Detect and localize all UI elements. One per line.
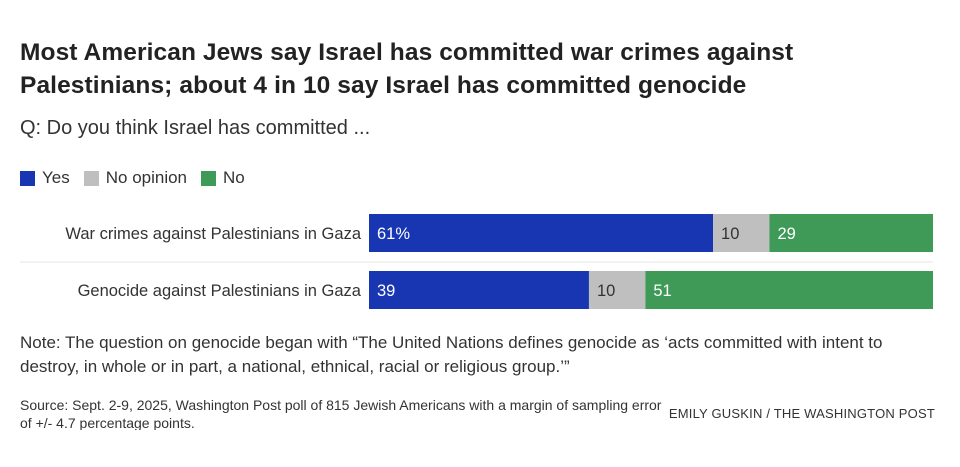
data-label-no-genocide-against-palestinians-in-gaza: 51	[653, 282, 671, 300]
legend-item-yes: Yes	[20, 168, 70, 188]
chart-title: Most American Jews say Israel has commit…	[20, 39, 794, 99]
data-label-no-opinion-war-crimes-against-palestinians-in-gaza: 10	[721, 225, 739, 243]
legend-swatch-no-opinion	[83, 170, 99, 186]
legend-swatch-yes	[20, 170, 35, 186]
chart-subtitle: Q: Do you think Israel has committed ...	[20, 117, 371, 139]
data-label-no-war-crimes-against-palestinians-in-gaza: 29	[777, 225, 795, 243]
data-label-yes-genocide-against-palestinians-in-gaza: 39	[377, 282, 395, 300]
chart-source: Source: Sept. 2-9, 2025, Washington Post…	[20, 397, 662, 430]
legend-item-no-opinion: No opinion	[83, 168, 188, 188]
chart-credit: EMILY GUSKIN / THE WASHINGTON POST	[668, 406, 935, 421]
chart-note: Note: The question on genocide began wit…	[20, 333, 883, 376]
category-label-genocide-against-palestinians-in-gaza: Genocide against Palestinians in Gaza	[78, 282, 362, 300]
legend-label-yes: Yes	[42, 168, 70, 187]
legend: Yes No opinion No	[20, 168, 259, 188]
category-label-war-crimes-against-palestinians-in-gaza: War crimes against Palestinians in Gaza	[65, 225, 361, 243]
bar-no-war-crimes-against-palestinians-in-gaza	[769, 214, 933, 252]
bar-no-genocide-against-palestinians-in-gaza	[645, 271, 933, 309]
data-label-yes-war-crimes-against-palestinians-in-gaza: 61%	[377, 225, 410, 243]
bar-yes-war-crimes-against-palestinians-in-gaza	[369, 214, 714, 252]
bar-no-opinion-genocide-against-palestinians-in-gaza	[588, 271, 646, 309]
bar-yes-genocide-against-palestinians-in-gaza	[369, 271, 589, 309]
data-label-no-opinion-genocide-against-palestinians-in-gaza: 10	[597, 282, 615, 300]
legend-item-no: No	[201, 168, 245, 188]
legend-label-no-opinion: No opinion	[105, 168, 188, 187]
legend-label-no: No	[223, 168, 245, 187]
legend-swatch-no	[201, 170, 217, 186]
bar-no-opinion-war-crimes-against-palestinians-in-gaza	[713, 214, 770, 252]
